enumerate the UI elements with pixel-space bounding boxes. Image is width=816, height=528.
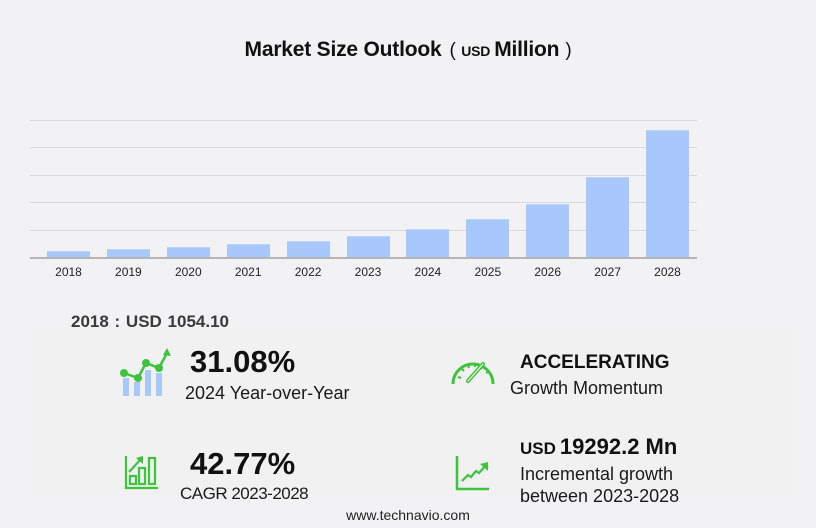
bar-2020 [166,246,210,257]
incremental-amount: 19292.2 Mn [559,434,678,459]
bar-2027 [586,176,630,257]
bar-chart: 2018 2019 2020 2021 2022 2023 2024 2025 2026 2027… [30,120,697,279]
trend-up-chart-icon [455,456,489,491]
bar-2024 [406,229,450,257]
incremental-currency: USD [520,439,556,458]
bar-2019 [106,249,150,257]
base-year-value: 2018 : USD 1054.10 [71,312,229,331]
x-tick-label: 2027 [594,265,621,279]
bar-chart-arrow-icon [124,456,158,490]
title-unit-currency: USD [461,43,491,59]
bar-2025 [466,219,510,257]
bar-2022 [286,240,330,257]
momentum-value: ACCELERATING [520,352,670,373]
momentum-label: Growth Momentum [510,378,664,398]
cagr-label: CAGR 2023-2028 [180,484,309,503]
x-tick-label: 2028 [654,265,681,279]
incremental-label-line1: Incremental growth [520,464,674,484]
yoy-value: 31.08% [190,344,296,379]
gridline [30,120,697,121]
x-axis-line [30,257,697,259]
x-tick-label: 2021 [234,265,262,279]
gridline [30,202,697,203]
bar-2023 [346,236,390,257]
speedometer-icon [451,362,495,385]
growth-line-bars-icon [120,348,171,396]
title-main: Market Size Outlook [244,38,442,61]
bar-2018 [47,251,90,257]
source-footer: www.technavio.com [346,507,470,523]
title-unit-scale: Million [494,38,560,61]
yoy-label: 2024 Year-over-Year [185,383,350,403]
bar-2021 [226,244,270,257]
bar-2028 [646,130,689,257]
incremental-value: USD 19292.2 Mn [520,434,677,460]
bar-2026 [526,203,570,257]
gridline [30,175,697,176]
x-tick-label: 2024 [414,265,442,279]
title-paren-open: ( [449,40,456,61]
x-tick-label: 2022 [294,265,322,279]
cagr-value: 42.77% [190,446,296,481]
x-tick-label: 2020 [174,265,202,279]
gridline [30,147,697,148]
x-tick-label: 2023 [354,265,382,279]
x-tick-label: 2019 [115,265,142,279]
gridline [30,230,697,231]
kpi-panel [31,331,791,496]
x-tick-label: 2018 [55,265,82,279]
x-tick-label: 2025 [474,265,502,279]
title-paren-close: ) [565,40,572,61]
incremental-label-line2: between 2023-2028 [520,486,680,506]
chart-title: Market Size Outlook ( USD Million) [0,38,816,62]
x-tick-label: 2026 [534,265,562,279]
